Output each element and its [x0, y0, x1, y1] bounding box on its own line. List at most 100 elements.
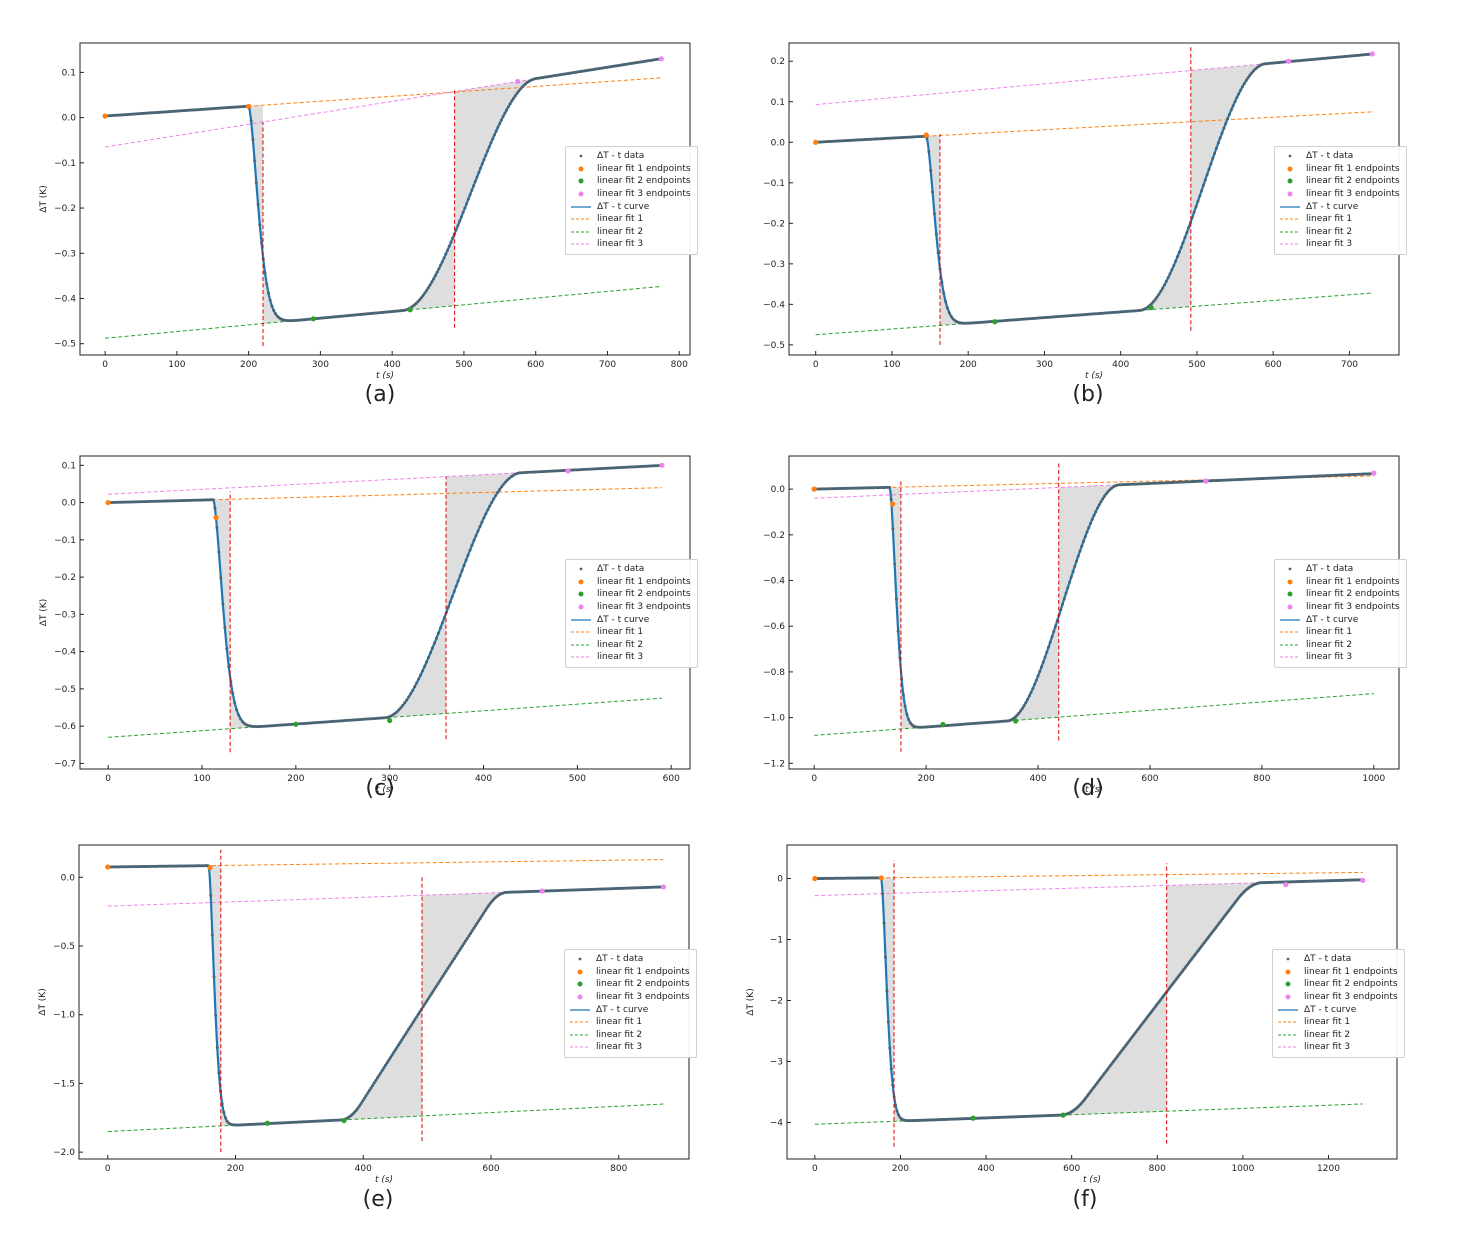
linear-fit-2-endpoint: [1148, 304, 1154, 311]
data-point: [595, 67, 599, 71]
data-point: [277, 1121, 281, 1125]
data-point: [1029, 690, 1033, 694]
legend-label: linear fit 3 endpoints: [597, 189, 691, 200]
data-point: [1118, 310, 1122, 314]
data-point: [529, 78, 533, 82]
data-point: [812, 487, 816, 491]
data-point: [656, 464, 660, 468]
data-point: [551, 469, 555, 473]
data-point: [912, 1119, 916, 1123]
data-point: [1136, 1028, 1140, 1032]
data-point: [1092, 312, 1096, 316]
data-point: [1143, 482, 1147, 486]
linear-fit-1-line: [814, 475, 1374, 490]
data-point: [355, 313, 359, 317]
data-point: [506, 890, 510, 894]
data-point: [452, 589, 456, 593]
legend-marker: [1279, 602, 1301, 612]
data-point: [983, 320, 987, 324]
data-point: [947, 311, 951, 315]
data-point: [128, 500, 132, 504]
data-point: [1031, 316, 1035, 320]
y-tick-label: 0.0: [61, 873, 76, 883]
data-point: [596, 887, 600, 891]
data-point: [569, 71, 573, 75]
legend-label: linear fit 3 endpoints: [1306, 602, 1400, 613]
data-point: [1279, 60, 1283, 64]
data-point: [281, 1121, 285, 1125]
data-point: [209, 498, 213, 502]
data-point: [843, 876, 847, 880]
data-point: [1118, 483, 1122, 487]
data-point: [392, 1050, 396, 1054]
data-point: [114, 500, 118, 504]
legend-label: linear fit 1 endpoints: [1306, 163, 1400, 174]
x-tick-label: 200: [287, 774, 304, 784]
data-point: [866, 137, 870, 141]
data-point: [1138, 308, 1142, 312]
data-point: [1283, 880, 1287, 884]
data-point: [279, 317, 283, 321]
data-point: [1333, 55, 1337, 59]
data-point: [361, 1099, 365, 1103]
data-point: [547, 469, 551, 473]
data-point: [494, 494, 498, 498]
data-point: [630, 465, 634, 469]
data-point: [258, 724, 262, 728]
data-point: [552, 74, 556, 78]
data-point: [579, 69, 583, 73]
data-point: [618, 466, 622, 470]
data-point: [905, 712, 909, 716]
data-point: [1108, 488, 1112, 492]
data-point: [950, 723, 954, 727]
y-tick-label: 0.0: [62, 114, 77, 124]
data-point: [272, 724, 276, 728]
data-point: [1144, 1016, 1148, 1020]
data-point: [921, 1118, 925, 1122]
data-point: [611, 64, 615, 68]
data-point: [253, 1122, 257, 1126]
data-point: [1166, 988, 1170, 992]
data-point: [262, 724, 266, 728]
data-point: [624, 886, 628, 890]
legend-marker: [569, 979, 591, 989]
data-point: [1116, 483, 1120, 487]
data-point: [930, 1118, 934, 1122]
shaded-area: [213, 499, 231, 678]
data-point: [866, 876, 870, 880]
data-point: [888, 1046, 892, 1050]
linear-fit-3-line: [105, 58, 662, 148]
legend-curve-entry: ΔT - t curve: [1277, 1003, 1398, 1016]
data-point: [1126, 1041, 1130, 1045]
data-point: [1242, 477, 1246, 481]
data-point: [549, 889, 553, 893]
data-point: [321, 1119, 325, 1123]
data-point: [1292, 880, 1296, 884]
linear-fit-3-endpoint: [1360, 877, 1366, 883]
data-point: [421, 669, 425, 673]
data-point: [173, 499, 177, 503]
data-point: [296, 318, 300, 322]
data-point: [850, 876, 854, 880]
x-axis-label: t (s): [375, 1175, 393, 1185]
data-point: [915, 725, 919, 729]
data-point: [1299, 880, 1303, 884]
data-point: [1360, 472, 1364, 476]
data-point: [1152, 1007, 1156, 1011]
data-point: [1276, 61, 1280, 65]
data-point: [982, 1116, 986, 1120]
data-point: [1214, 926, 1218, 930]
data-point: [169, 499, 173, 503]
data-point: [1213, 151, 1217, 155]
data-point: [931, 1118, 935, 1122]
data-point: [246, 1123, 250, 1127]
data-point: [433, 987, 437, 991]
data-point: [938, 724, 942, 728]
data-point: [1228, 907, 1232, 911]
legend-label: linear fit 3 endpoints: [596, 992, 690, 1003]
data-point: [1292, 59, 1296, 63]
data-point: [1122, 483, 1126, 487]
data-point: [543, 469, 547, 473]
data-point: [1164, 481, 1168, 485]
data-point: [1252, 69, 1256, 73]
